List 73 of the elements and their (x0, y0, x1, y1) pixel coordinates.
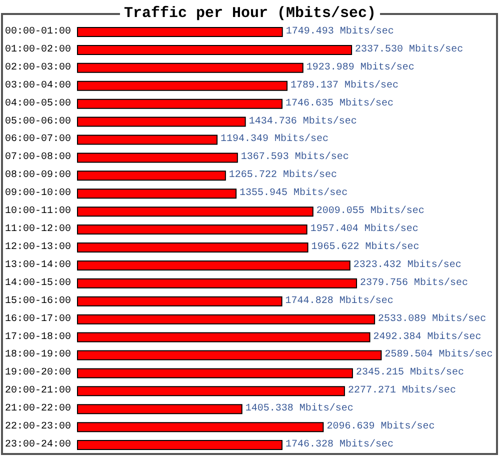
data-label: 2492.384 Mbits/sec (373, 330, 482, 343)
y-tick-label: 20:00-21:00 (4, 386, 71, 397)
data-label: 1749.493 Mbits/sec (286, 25, 394, 38)
y-tick-label: 04:00-05:00 (4, 98, 71, 110)
data-label: 1367.593 Mbits/sec (240, 151, 349, 164)
data-label: 1923.989 Mbits/sec (306, 61, 414, 74)
bar (77, 260, 350, 270)
y-tick-label: 00:00-01:00 (4, 26, 71, 38)
y-tick-label: 03:00-04:00 (4, 80, 71, 92)
bar (77, 152, 238, 163)
y-tick-label: 11:00-12:00 (4, 224, 71, 236)
bar (77, 314, 376, 324)
y-tick-label: 07:00-08:00 (4, 152, 71, 164)
chart-title: Traffic per Hour (Mbits/sec) (124, 5, 376, 22)
y-tick-label: 02:00-03:00 (4, 62, 71, 74)
y-tick-label: 15:00-16:00 (4, 296, 71, 307)
data-label: 1965.622 Mbits/sec (311, 240, 420, 253)
data-label: 2277.271 Mbits/sec (348, 384, 456, 397)
y-tick-label: 14:00-15:00 (4, 278, 71, 289)
y-tick-label: 09:00-10:00 (4, 188, 71, 200)
y-tick-label: 19:00-20:00 (4, 368, 71, 379)
bar (77, 98, 283, 109)
data-label: 1746.635 Mbits/sec (286, 97, 394, 110)
data-label: 2533.089 Mbits/sec (378, 312, 486, 325)
bar (77, 80, 288, 91)
bar (77, 422, 324, 432)
y-tick-label: 10:00-11:00 (4, 206, 71, 218)
y-tick-label: 06:00-07:00 (4, 134, 71, 146)
bar (77, 116, 246, 127)
bar (77, 332, 370, 342)
bar (77, 404, 242, 414)
bar (77, 26, 283, 37)
y-tick-label: 23:00-24:00 (4, 440, 71, 451)
data-label: 1405.338 Mbits/sec (245, 402, 354, 415)
bar (77, 368, 353, 378)
bar (77, 170, 226, 181)
data-label: 2379.756 Mbits/sec (360, 276, 468, 289)
bar (77, 206, 314, 217)
y-tick-label: 12:00-13:00 (4, 242, 71, 253)
data-label: 1355.945 Mbits/sec (240, 187, 348, 200)
bar (77, 242, 308, 252)
bar (77, 224, 308, 235)
data-label: 1746.328 Mbits/sec (285, 438, 394, 451)
data-label: 1744.828 Mbits/sec (285, 294, 394, 307)
y-tick-label: 16:00-17:00 (4, 314, 71, 325)
y-tick-label: 18:00-19:00 (4, 350, 71, 361)
y-tick-label: 08:00-09:00 (4, 170, 71, 182)
y-tick-label: 17:00-18:00 (4, 332, 71, 343)
data-label: 1789.137 Mbits/sec (290, 79, 399, 92)
y-tick-label: 21:00-22:00 (4, 404, 71, 415)
bar (77, 296, 282, 306)
data-label: 1957.404 Mbits/sec (310, 223, 418, 236)
data-label: 2323.432 Mbits/sec (353, 258, 462, 271)
y-tick-label: 13:00-14:00 (4, 260, 71, 271)
data-label: 2096.639 Mbits/sec (326, 420, 435, 433)
bar (77, 134, 218, 145)
data-label: 1194.349 Mbits/sec (220, 133, 329, 146)
data-label: 2589.504 Mbits/sec (384, 348, 493, 361)
bar (77, 44, 352, 55)
data-label: 1434.736 Mbits/sec (248, 115, 357, 128)
bar (77, 386, 345, 396)
data-label: 2337.530 Mbits/sec (355, 43, 464, 56)
bar (77, 350, 382, 360)
y-tick-label: 01:00-02:00 (4, 44, 71, 56)
y-tick-label: 22:00-23:00 (4, 422, 71, 433)
y-tick-label: 05:00-06:00 (4, 116, 71, 128)
bar (77, 440, 282, 450)
bar (77, 278, 358, 288)
data-label: 2345.215 Mbits/sec (356, 366, 464, 379)
data-label: 2009.055 Mbits/sec (316, 205, 424, 218)
bar (77, 188, 237, 199)
bar (77, 62, 304, 73)
data-label: 1265.722 Mbits/sec (228, 169, 337, 182)
